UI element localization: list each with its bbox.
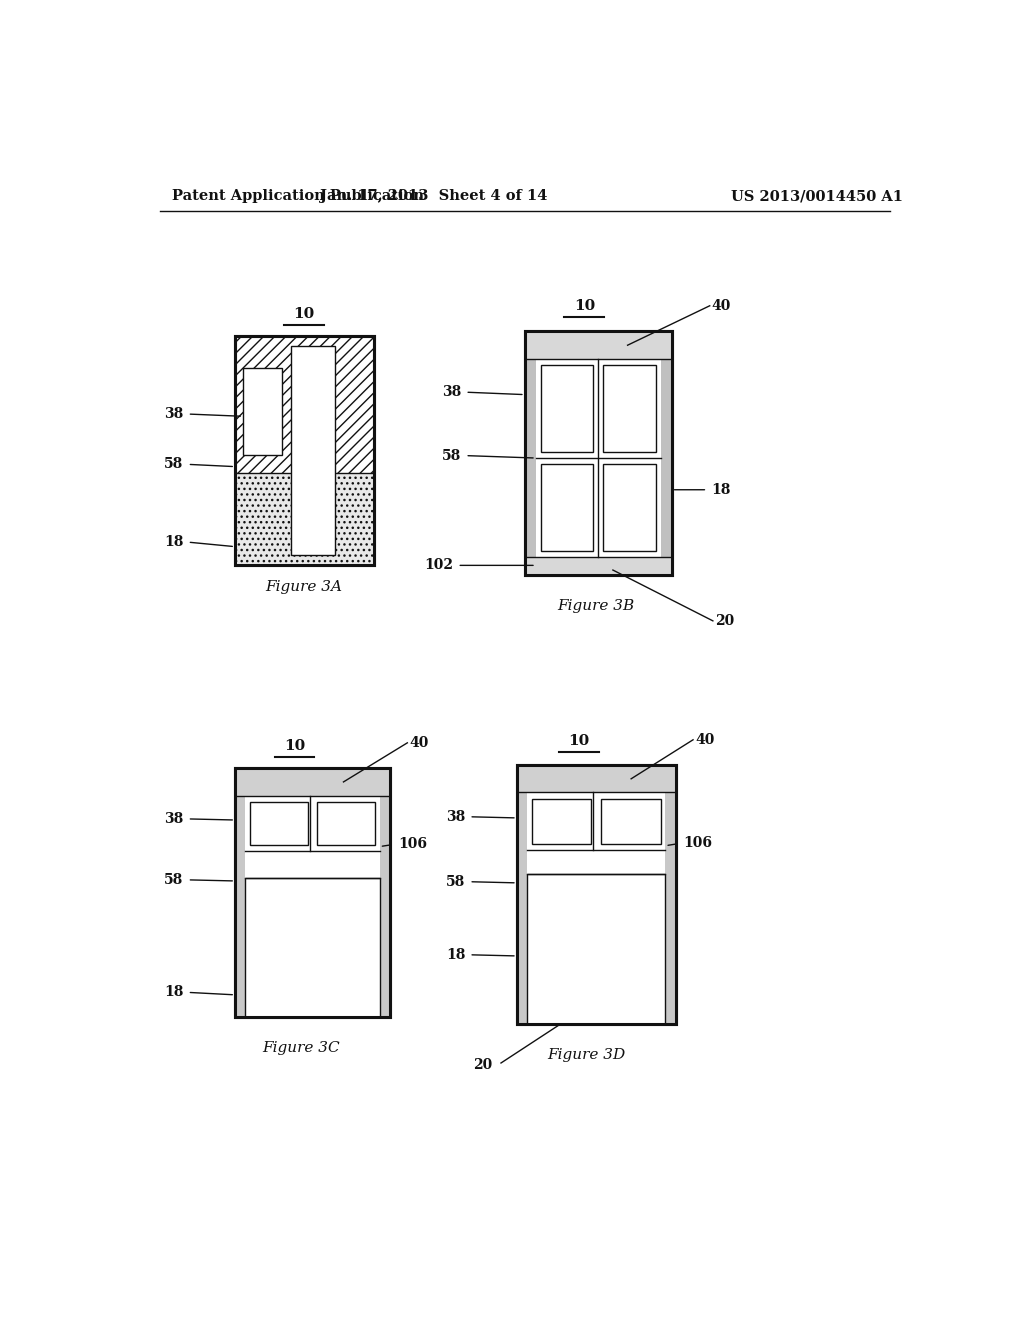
Bar <box>317 801 375 845</box>
Bar <box>603 366 655 451</box>
Text: 18: 18 <box>445 948 465 962</box>
Text: 10: 10 <box>568 734 590 748</box>
Bar <box>524 331 672 359</box>
Text: 40: 40 <box>410 735 429 750</box>
Bar <box>517 766 527 1024</box>
Bar <box>236 474 374 565</box>
Text: 20: 20 <box>716 614 734 628</box>
Text: US 2013/0014450 A1: US 2013/0014450 A1 <box>731 189 903 203</box>
Bar <box>380 768 390 1018</box>
Bar <box>236 768 390 1018</box>
Text: 18: 18 <box>164 985 183 999</box>
Bar <box>243 368 282 455</box>
Bar <box>236 768 390 796</box>
Bar <box>666 766 676 1024</box>
Text: 20: 20 <box>473 1059 493 1072</box>
Bar <box>236 337 374 565</box>
Bar <box>603 465 655 550</box>
Text: Patent Application Publication: Patent Application Publication <box>172 189 424 203</box>
Bar <box>517 766 676 1024</box>
Bar <box>601 799 660 845</box>
Text: 10: 10 <box>294 308 314 321</box>
Bar <box>236 337 374 565</box>
Bar <box>524 331 536 576</box>
Bar <box>236 768 390 1018</box>
Text: 40: 40 <box>712 298 731 313</box>
Text: 10: 10 <box>573 298 595 313</box>
Bar <box>291 346 335 554</box>
Text: 10: 10 <box>284 739 305 752</box>
Text: 38: 38 <box>446 809 465 824</box>
Text: 102: 102 <box>424 558 454 573</box>
Bar <box>236 474 374 565</box>
Text: 58: 58 <box>442 449 461 462</box>
Bar <box>524 331 672 576</box>
Text: 58: 58 <box>164 873 183 887</box>
Text: 106: 106 <box>684 837 713 850</box>
Bar <box>517 766 676 1024</box>
Text: 58: 58 <box>164 457 183 471</box>
Text: 18: 18 <box>164 535 183 549</box>
Bar <box>531 799 592 845</box>
Text: 40: 40 <box>695 733 715 747</box>
Bar <box>517 766 676 792</box>
Bar <box>246 878 380 1018</box>
Text: Figure 3D: Figure 3D <box>548 1048 626 1061</box>
Text: Figure 3A: Figure 3A <box>265 581 343 594</box>
Bar <box>541 465 594 550</box>
Bar <box>541 366 594 451</box>
Bar <box>660 331 672 576</box>
Text: 106: 106 <box>397 837 427 851</box>
Text: Figure 3B: Figure 3B <box>558 598 635 612</box>
Text: Jan. 17, 2013  Sheet 4 of 14: Jan. 17, 2013 Sheet 4 of 14 <box>319 189 547 203</box>
Text: 38: 38 <box>164 407 183 421</box>
Bar <box>524 557 672 576</box>
Text: 58: 58 <box>446 875 465 888</box>
Bar <box>524 331 672 576</box>
Bar <box>527 874 666 1024</box>
Bar <box>250 801 308 845</box>
Text: 38: 38 <box>164 812 183 826</box>
Bar <box>236 768 246 1018</box>
Text: 18: 18 <box>712 483 731 496</box>
Text: 38: 38 <box>442 385 461 399</box>
Text: Figure 3C: Figure 3C <box>262 1040 340 1055</box>
